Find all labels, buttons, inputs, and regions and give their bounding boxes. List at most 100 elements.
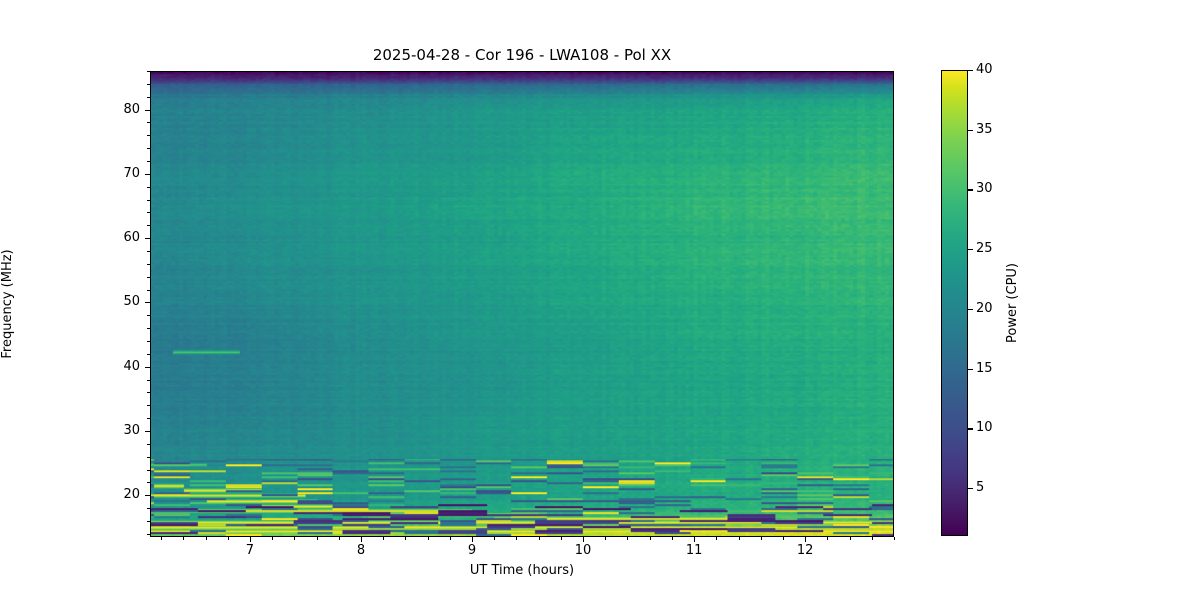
y-tick-label-80: 80 — [123, 101, 140, 117]
colorbar-tick-30 — [968, 189, 973, 191]
y-tick-minor — [147, 353, 150, 355]
x-tick-minor — [738, 537, 740, 540]
y-tick-minor — [147, 160, 150, 162]
colorbar — [941, 70, 968, 536]
x-tick-11 — [694, 537, 696, 542]
y-tick-label-20: 20 — [123, 487, 140, 503]
x-tick-minor — [294, 537, 296, 540]
x-tick-minor — [605, 537, 607, 540]
y-tick-minor — [147, 328, 150, 330]
y-tick-minor — [147, 508, 150, 510]
x-axis-ticks: 7 8 9 10 11 12 — [150, 537, 895, 561]
colorbar-tick-label-5: 5 — [976, 480, 985, 496]
y-tick-label-30: 30 — [123, 422, 140, 438]
y-tick-label-60: 60 — [123, 230, 140, 246]
y-tick-minor — [147, 533, 150, 535]
y-tick-minor — [147, 122, 150, 124]
y-tick-minor — [147, 71, 150, 72]
y-tick-minor — [147, 418, 150, 420]
x-tick-minor — [849, 537, 851, 540]
y-tick-minor — [147, 469, 150, 471]
y-tick-minor — [147, 340, 150, 342]
x-tick-minor — [649, 537, 651, 540]
colorbar-label: Power (CPU) — [1005, 263, 1020, 344]
x-tick-minor — [760, 537, 762, 540]
y-tick-50 — [145, 302, 150, 304]
y-tick-minor — [147, 263, 150, 265]
colorbar-tick-15 — [968, 368, 973, 370]
y-tick-80 — [145, 109, 150, 111]
colorbar-tick-label-15: 15 — [976, 360, 993, 376]
y-tick-30 — [145, 430, 150, 433]
x-tick-minor — [516, 537, 518, 540]
y-tick-label-70: 70 — [123, 165, 140, 181]
x-tick-minor — [405, 537, 407, 540]
x-tick-minor — [560, 537, 562, 540]
y-tick-minor — [147, 482, 150, 484]
y-tick-minor — [147, 405, 150, 407]
colorbar-tick-label-35: 35 — [976, 121, 993, 137]
y-tick-40 — [145, 366, 150, 368]
spectrogram-image — [151, 72, 893, 536]
y-tick-minor — [147, 225, 150, 227]
x-tick-minor — [449, 537, 451, 540]
x-tick-12 — [805, 537, 807, 542]
x-tick-7 — [249, 537, 252, 542]
colorbar-tick-10 — [968, 428, 973, 430]
x-tick-minor — [205, 537, 207, 540]
y-tick-minor — [147, 199, 150, 201]
spectrogram-axes[interactable] — [150, 71, 894, 537]
x-tick-minor — [494, 537, 496, 540]
x-tick-10 — [583, 537, 585, 542]
x-tick-minor — [183, 537, 185, 540]
y-tick-minor — [147, 289, 150, 291]
x-tick-label-11: 11 — [685, 543, 703, 558]
y-tick-20 — [145, 495, 150, 497]
x-tick-minor — [383, 537, 385, 540]
y-tick-minor — [147, 379, 150, 381]
x-tick-label-7: 7 — [245, 543, 255, 558]
x-tick-minor — [316, 537, 318, 540]
y-tick-minor — [147, 276, 150, 278]
colorbar-tick-label-40: 40 — [976, 62, 993, 77]
x-tick-minor — [782, 537, 784, 540]
colorbar-tick-label-25: 25 — [976, 241, 993, 257]
x-tick-label-9: 9 — [467, 543, 477, 558]
x-tick-minor — [427, 537, 429, 540]
colorbar-tick-label-30: 30 — [976, 181, 993, 197]
x-tick-minor — [338, 537, 340, 540]
x-axis-label: UT Time (hours) — [469, 563, 575, 578]
y-tick-minor — [147, 212, 150, 214]
x-tick-label-8: 8 — [356, 543, 366, 558]
x-tick-minor — [716, 537, 718, 540]
colorbar-tick-5 — [968, 488, 973, 490]
colorbar-tick-20 — [968, 308, 973, 311]
x-tick-minor — [272, 537, 274, 540]
y-tick-minor — [147, 315, 150, 317]
x-tick-label-12: 12 — [796, 543, 814, 558]
x-tick-9 — [472, 537, 474, 542]
colorbar-tick-35 — [968, 129, 973, 131]
y-tick-70 — [145, 173, 150, 175]
y-tick-label-40: 40 — [123, 358, 140, 374]
y-tick-minor — [147, 392, 150, 394]
y-tick-minor — [147, 148, 150, 150]
plot-title: 2025-04-28 - Cor 196 - LWA108 - Pol XX — [372, 46, 672, 64]
colorbar-tick-label-20: 20 — [976, 300, 993, 316]
x-tick-minor — [671, 537, 673, 540]
y-tick-minor — [147, 96, 150, 98]
y-tick-minor — [147, 135, 150, 137]
y-tick-60 — [145, 238, 150, 240]
colorbar-tick-40 — [968, 70, 973, 72]
x-tick-minor — [894, 537, 895, 540]
x-tick-label-10: 10 — [574, 543, 592, 558]
y-tick-label-50: 50 — [123, 294, 140, 310]
y-tick-minor — [147, 443, 150, 445]
colorbar-tick-25 — [968, 249, 973, 251]
x-tick-minor — [827, 537, 829, 540]
y-tick-minor — [147, 250, 150, 252]
y-axis-label: Frequency (MHz) — [0, 249, 15, 359]
y-tick-minor — [147, 520, 150, 522]
x-tick-minor — [627, 537, 629, 540]
